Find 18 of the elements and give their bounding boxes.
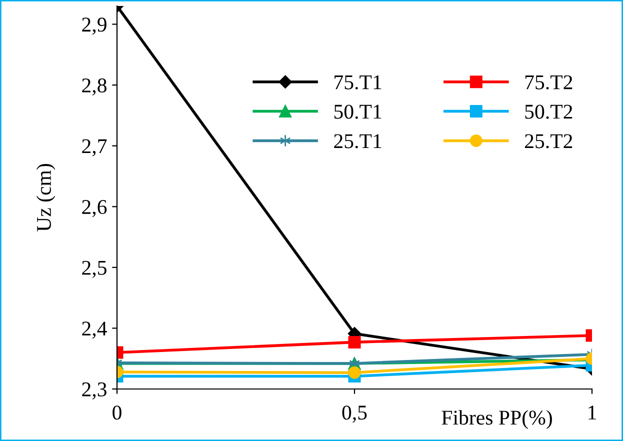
x-tick-label: 1 bbox=[588, 406, 596, 420]
x-tick-label: 0,5 bbox=[342, 406, 367, 423]
legend-label: 25.T2 bbox=[524, 134, 572, 148]
y-tick-label: 2,3 bbox=[82, 382, 106, 400]
y-tick-label: 2,8 bbox=[82, 78, 106, 96]
y-tick-label: 2,4 bbox=[82, 322, 107, 339]
x-tick-label: 0 bbox=[112, 406, 122, 420]
legend-label: 50.T2 bbox=[525, 104, 572, 119]
legend-label: 25.T1 bbox=[334, 134, 382, 148]
y-tick-label: 2,6 bbox=[82, 200, 107, 218]
x-axis-title: Fibres PP(%) bbox=[442, 410, 552, 429]
legend-label: 75.T2 bbox=[525, 75, 572, 90]
y-tick-label: 2,9 bbox=[82, 18, 106, 35]
legend-label: 75.T1 bbox=[334, 75, 382, 90]
y-tick-label: 2,7 bbox=[82, 139, 107, 156]
y-tick-label: 2,5 bbox=[82, 260, 106, 278]
y-axis-title: Uz (cm) bbox=[36, 164, 56, 232]
legend-label: 50.T1 bbox=[334, 104, 382, 119]
